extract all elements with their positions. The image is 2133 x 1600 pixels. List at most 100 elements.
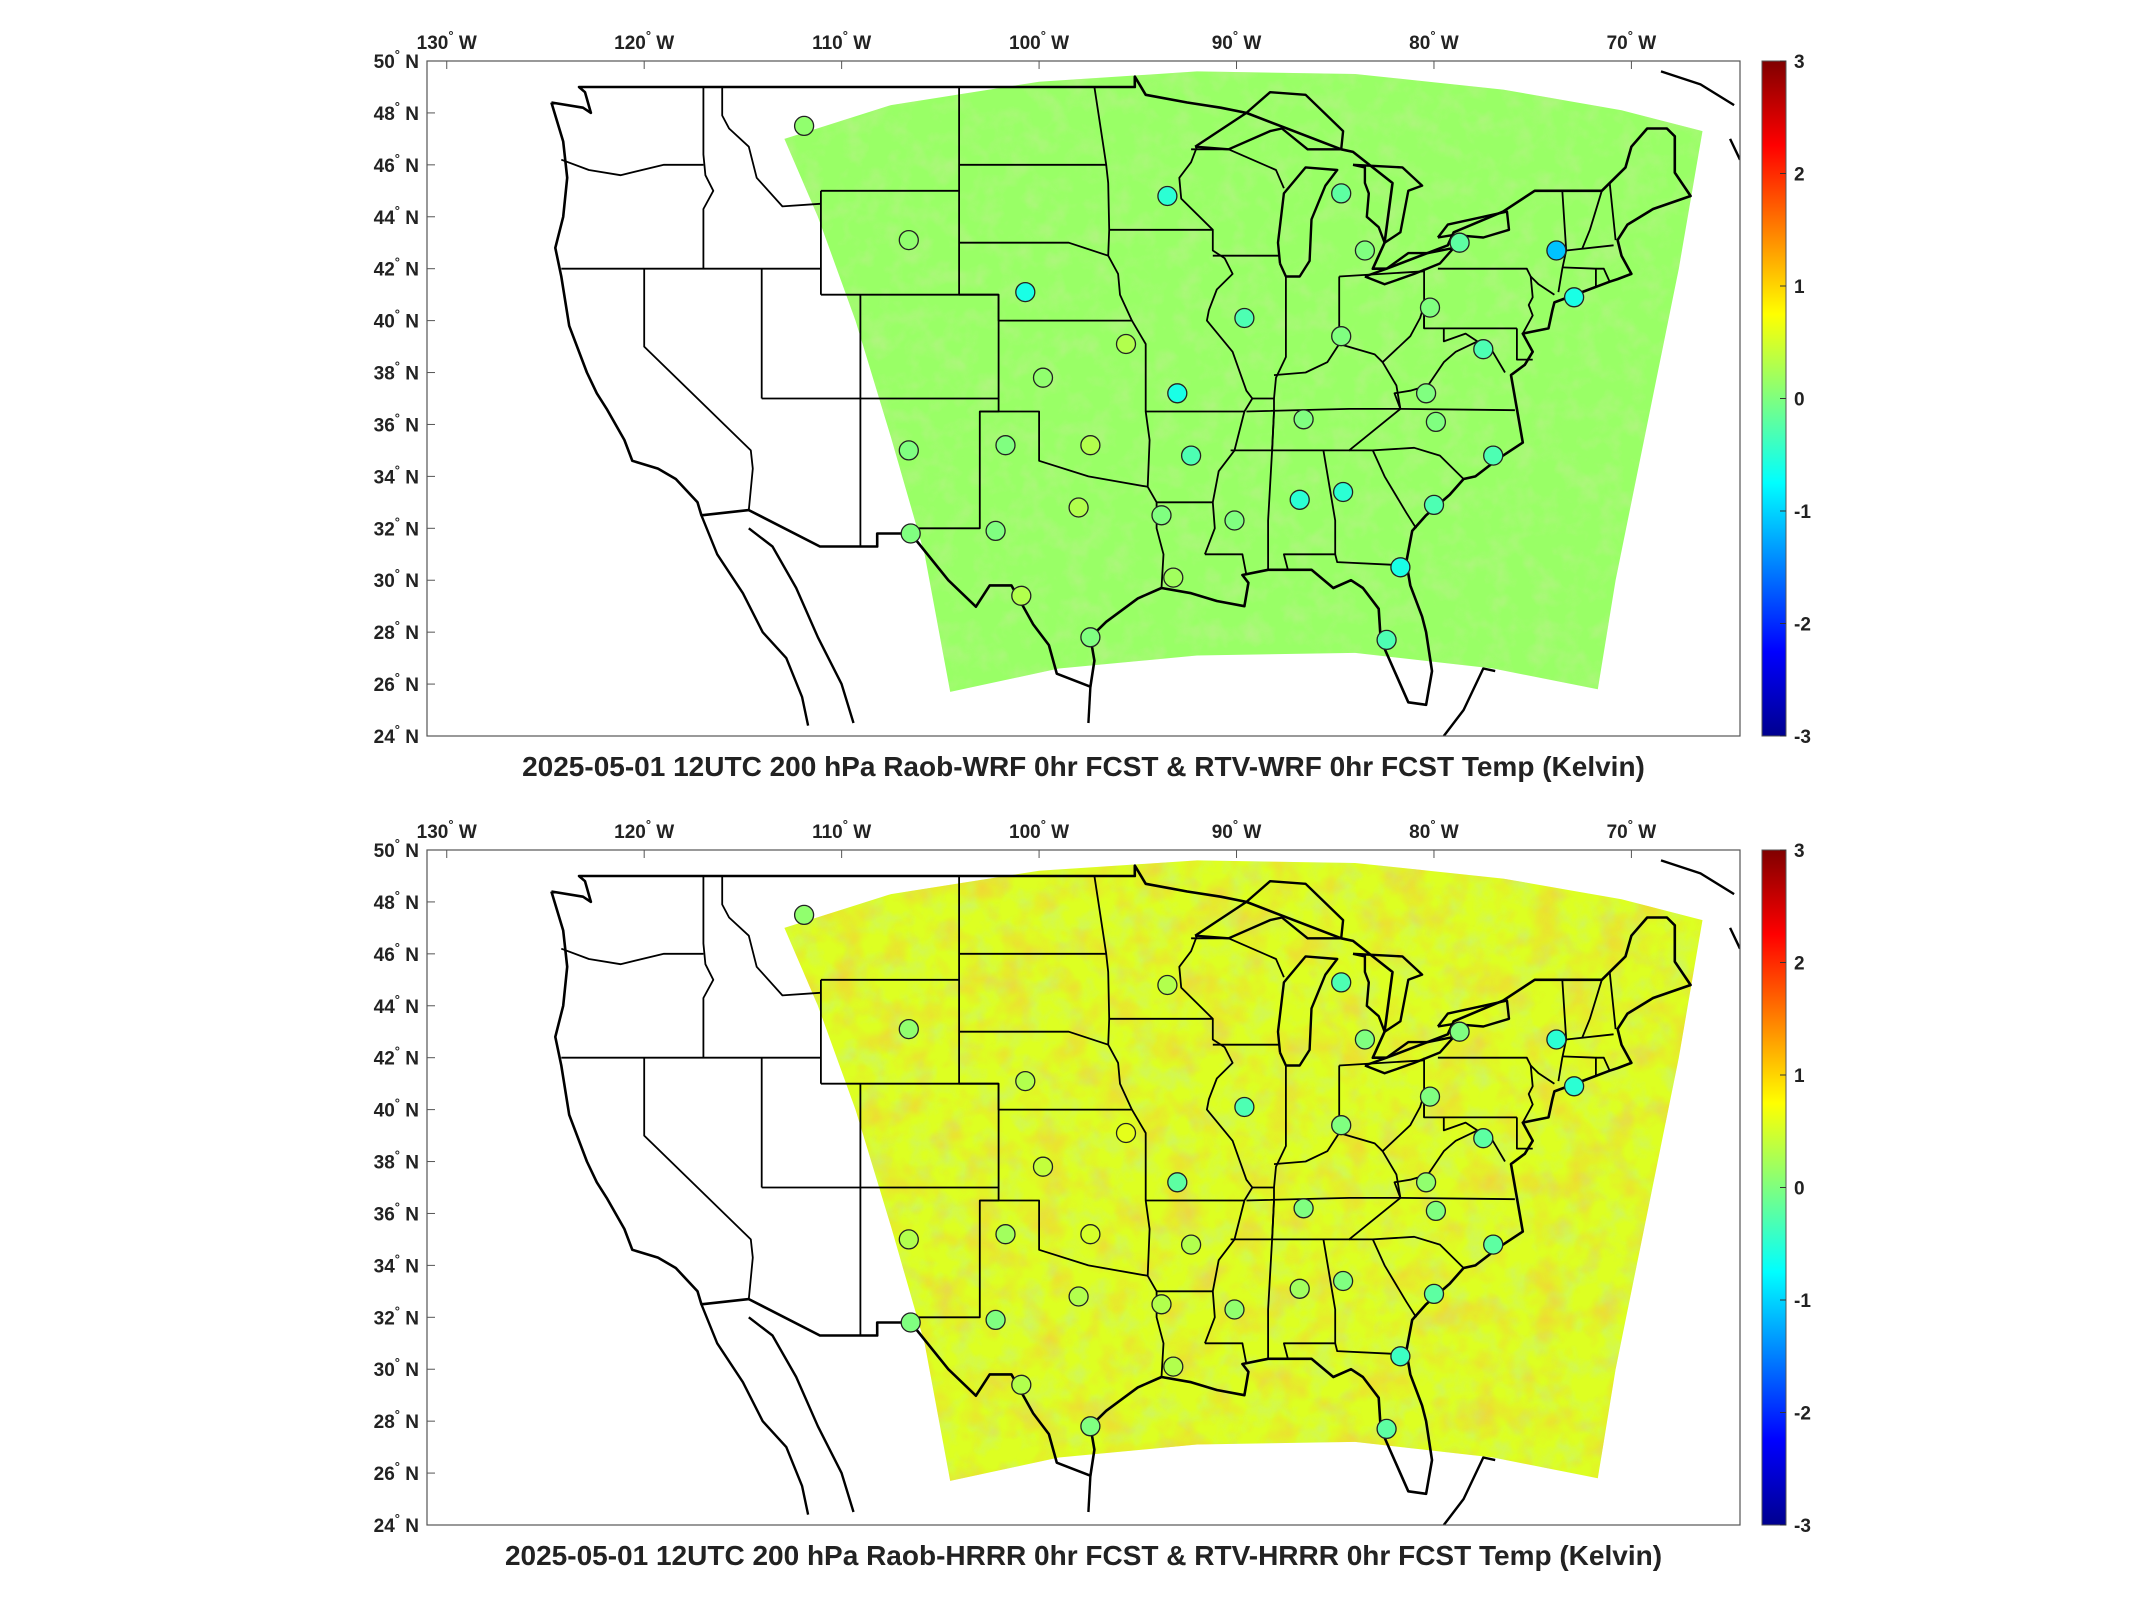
panel-title: 2025-05-01 12UTC 200 hPa Raob-HRRR 0hr F… — [505, 1540, 1662, 1571]
state-border — [959, 241, 1109, 257]
lat-tick-label: 44° N — [374, 203, 419, 229]
state-border — [1608, 971, 1617, 1030]
state-border — [1273, 1132, 1402, 1199]
state-border — [560, 947, 704, 966]
raob-station-marker — [1473, 339, 1494, 360]
lat-tick-label: 40° N — [374, 307, 419, 333]
great-lake-outline — [1194, 880, 1345, 940]
lat-tick-label: 30° N — [374, 566, 419, 592]
raob-station-marker — [1546, 1029, 1567, 1050]
raob-station-marker — [1234, 307, 1255, 329]
state-border — [721, 87, 821, 208]
lon-tick-label: 100° W — [1009, 817, 1069, 843]
lon-tick-label: 120° W — [614, 28, 674, 54]
coastline — [1087, 686, 1092, 724]
raob-station-marker — [1151, 505, 1172, 526]
state-border — [1204, 553, 1248, 576]
colorbar-tick-label: -3 — [1794, 1516, 1811, 1537]
lon-tick-label: 120° W — [614, 817, 674, 843]
raob-station-marker — [1032, 367, 1054, 388]
raob-stations — [793, 115, 1585, 651]
coastline — [1442, 667, 1496, 736]
axes-frame — [426, 60, 1741, 737]
raob-station-marker — [1449, 1021, 1470, 1042]
coastline — [748, 1316, 855, 1513]
lat-tick-label: 46° N — [374, 151, 419, 177]
raob-station-marker — [898, 1229, 919, 1250]
raob-station-marker — [1354, 1029, 1376, 1050]
state-border — [1271, 1200, 1275, 1240]
lat-tick-label: 50° N — [374, 836, 419, 862]
lat-tick-label: 34° N — [374, 1251, 419, 1277]
raob-station-marker — [1419, 297, 1441, 318]
lat-tick-label: 48° N — [374, 888, 419, 914]
state-border — [560, 158, 704, 177]
raob-station-marker — [1332, 1270, 1354, 1292]
lon-tick-label: 90° W — [1212, 817, 1262, 843]
raob-station-marker — [900, 523, 921, 544]
state-border — [643, 268, 754, 511]
raob-station-marker — [898, 229, 919, 251]
raob-station-marker — [1115, 1122, 1137, 1144]
state-border — [1371, 1239, 1417, 1318]
state-border — [1349, 1235, 1465, 1269]
state-border — [702, 87, 715, 269]
colorbar-tick-label: 1 — [1794, 1066, 1805, 1087]
raob-station-marker — [1015, 1070, 1036, 1092]
state-border — [1246, 1197, 1515, 1202]
great-lake-outline — [1276, 166, 1339, 278]
state-border — [1608, 182, 1617, 241]
coastline — [700, 514, 810, 726]
state-border — [1252, 1065, 1287, 1189]
raob-station-marker — [1157, 185, 1178, 207]
raob-station-marker — [995, 1224, 1016, 1245]
colorbar-tick-label: 0 — [1794, 390, 1805, 411]
lat-tick-label: 42° N — [374, 1044, 419, 1070]
coastline — [1660, 859, 1735, 896]
great-lake-outline — [1352, 163, 1424, 244]
state-border — [1178, 935, 1254, 1344]
raob-station-marker — [1354, 240, 1376, 261]
raob-station-marker — [1234, 1096, 1255, 1118]
lat-tick-label: 50° N — [374, 47, 419, 73]
raob-station-marker — [1376, 629, 1397, 651]
state-border — [1566, 244, 1614, 252]
panel-title: 2025-05-01 12UTC 200 hPa Raob-WRF 0hr FC… — [522, 751, 1645, 782]
raob-station-marker — [1011, 1374, 1032, 1395]
colorbar-tick-label: 0 — [1794, 1179, 1805, 1200]
lat-tick-label: 42° N — [374, 255, 419, 281]
lat-tick-label: 44° N — [374, 992, 419, 1018]
raob-station-marker — [1331, 326, 1352, 347]
lat-tick-label: 34° N — [374, 462, 419, 488]
lon-tick-label: 110° W — [812, 28, 871, 54]
raob-station-marker — [1425, 1200, 1447, 1222]
lat-tick-label: 24° N — [374, 722, 419, 748]
great-lake-outline — [1352, 952, 1424, 1033]
lon-tick-label: 130° W — [417, 28, 477, 54]
state-border — [1581, 190, 1603, 250]
lon-tick-label: 130° W — [417, 817, 477, 843]
lat-tick-label: 46° N — [374, 940, 419, 966]
state-border — [1349, 446, 1465, 480]
raob-station-marker — [1032, 1156, 1054, 1177]
state-border — [1557, 190, 1568, 293]
lon-tick-label: 110° W — [812, 817, 871, 843]
colorbar-tick-label: -1 — [1794, 502, 1811, 523]
raob-station-marker — [1167, 383, 1188, 404]
great-lake-outline — [1194, 90, 1345, 151]
state-border — [1423, 268, 1517, 330]
raob-station-marker — [1289, 1278, 1310, 1299]
raob-station-marker — [1415, 1172, 1437, 1193]
raob-station-marker — [1423, 494, 1445, 516]
state-border — [979, 410, 1148, 488]
colorbar: -3 -2 -1 0 1 2 3 — [1761, 841, 1811, 1537]
state-border — [643, 1057, 754, 1300]
raob-station-marker — [995, 435, 1016, 456]
raob-station-marker — [1449, 232, 1470, 253]
lon-tick-label: 70° W — [1607, 817, 1657, 843]
raob-station-marker — [1390, 557, 1411, 578]
raob-station-marker — [1157, 974, 1178, 996]
state-border — [1252, 276, 1287, 400]
lat-tick-label: 26° N — [374, 1459, 419, 1485]
